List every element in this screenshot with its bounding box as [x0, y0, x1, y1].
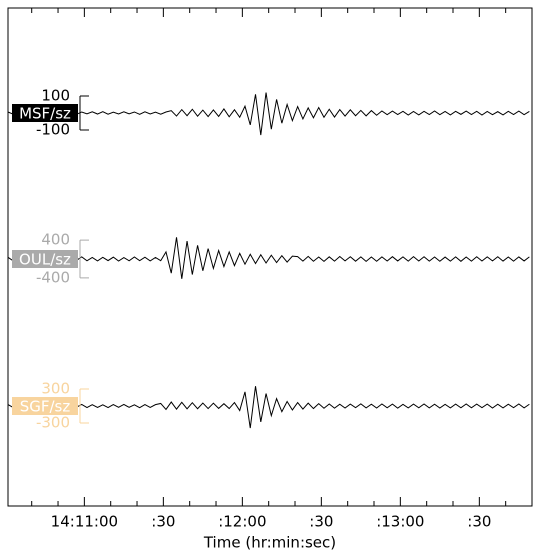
- x-tick-label: :13:00: [376, 513, 424, 531]
- waveform: [7, 92, 530, 136]
- y-tick-label: 300: [41, 380, 70, 398]
- station-label: SGF/sz: [20, 398, 71, 416]
- waveform: [7, 386, 530, 429]
- station-label-box: [12, 104, 78, 122]
- waveform: [7, 237, 530, 279]
- x-tick-label: :30: [467, 513, 491, 531]
- y-tick-label: -300: [36, 414, 70, 432]
- station-label: MSF/sz: [19, 105, 71, 123]
- station-label-box: [12, 397, 78, 415]
- x-tick-label: :12:00: [218, 513, 266, 531]
- x-tick-label: :30: [309, 513, 333, 531]
- station-label-box: [12, 250, 78, 268]
- x-axis-label: Time (hr:min:sec): [203, 534, 336, 552]
- x-tick-label: 14:11:00: [51, 513, 118, 531]
- y-tick-label: 100: [41, 87, 70, 105]
- y-tick-label: -100: [36, 121, 70, 139]
- y-tick-label: -400: [36, 268, 70, 286]
- plot-frame: [7, 7, 533, 507]
- y-tick-label: 400: [41, 231, 70, 249]
- station-label: OUL/sz: [19, 251, 71, 269]
- x-tick-label: :30: [151, 513, 175, 531]
